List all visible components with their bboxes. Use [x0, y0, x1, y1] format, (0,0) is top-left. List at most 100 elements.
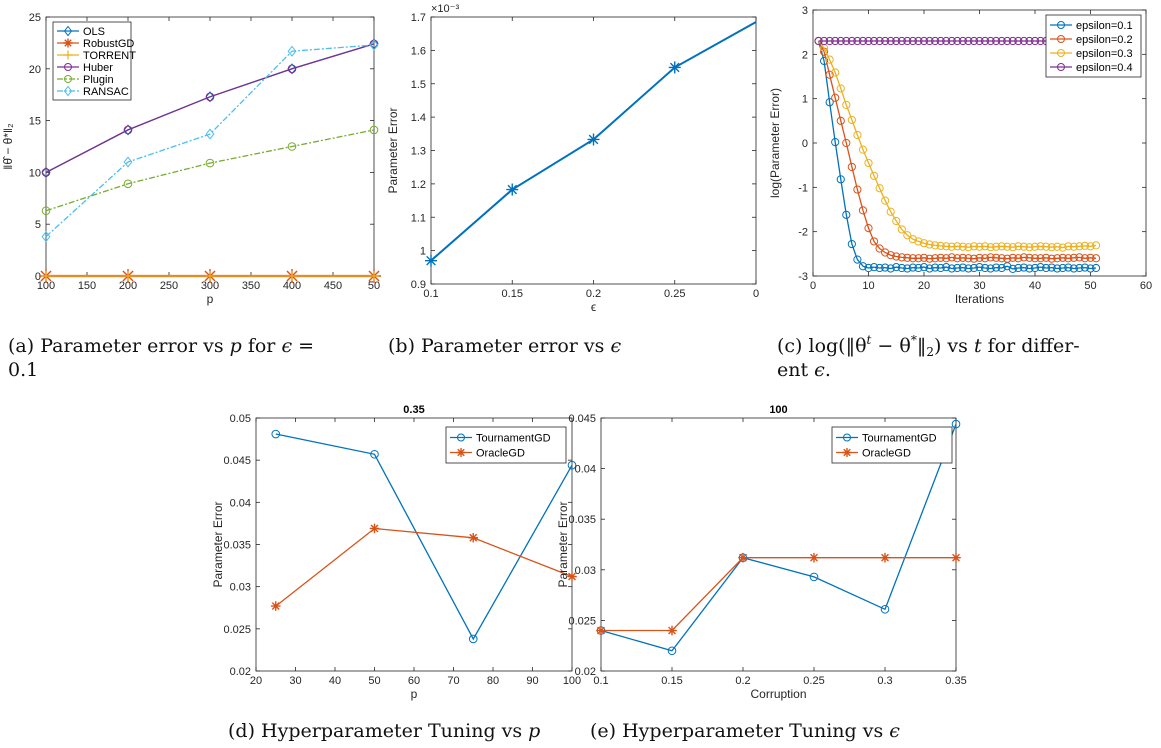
x-tick-label: 0.25 — [803, 675, 824, 687]
data-point — [41, 168, 51, 177]
y-tick-label: 0.025 — [223, 624, 251, 636]
x-axis-label: Corruption — [750, 687, 806, 701]
caption-a-eps: ϵ — [281, 335, 292, 357]
data-point — [864, 224, 873, 233]
data-point — [951, 419, 961, 429]
data-point — [1019, 36, 1029, 46]
series-epsilon-0-1 — [814, 36, 1101, 274]
data-point — [864, 158, 873, 168]
data-point — [964, 243, 973, 252]
data-point — [1075, 263, 1084, 273]
series-oraclegd — [270, 523, 577, 611]
data-point — [925, 36, 934, 46]
data-point — [897, 225, 906, 234]
data-point — [886, 264, 895, 273]
data-point — [880, 604, 890, 614]
y-tick-label: 5 — [35, 219, 41, 231]
y-tick-label: -3 — [798, 271, 808, 283]
series-line — [275, 527, 573, 607]
legend-label: epsilon=0.3 — [1076, 48, 1133, 60]
x-tick-label: 0.15 — [502, 288, 523, 300]
data-point — [1014, 263, 1023, 273]
data-point — [1036, 254, 1045, 263]
legend-label: RANSAC — [83, 86, 129, 98]
caption-e-var: ϵ — [889, 720, 900, 742]
x-tick-label: 10 — [862, 280, 874, 292]
data-point — [969, 242, 979, 251]
data-point — [270, 601, 281, 611]
legend-marker — [457, 433, 465, 442]
data-point — [1086, 242, 1095, 251]
legend-label: epsilon=0.2 — [1076, 34, 1133, 46]
data-point — [814, 36, 823, 46]
legend-marker — [1057, 63, 1065, 71]
legend-marker — [63, 85, 73, 97]
data-point — [892, 252, 901, 261]
y-tick-label: 0.035 — [223, 540, 251, 552]
data-point — [869, 263, 879, 272]
data-point — [1064, 242, 1073, 251]
data-point — [953, 36, 962, 46]
chart-d: 20 30 40 50 60 70 80 90 100 0.02 0.025 0.03 0.035 0.0… — [211, 404, 581, 701]
data-point — [997, 254, 1006, 263]
data-point — [881, 36, 890, 46]
data-point — [908, 254, 918, 263]
y-tick-label: 0.05 — [230, 413, 251, 425]
y-tick-label: 1 — [802, 94, 808, 106]
data-point — [825, 55, 834, 64]
data-point — [809, 552, 819, 563]
data-point — [1069, 242, 1078, 251]
data-point — [1053, 264, 1062, 273]
y-tick-label: 3 — [802, 5, 808, 17]
data-point — [986, 243, 995, 252]
y-tick-label: 1.7 — [411, 12, 426, 24]
data-point — [1069, 253, 1078, 262]
y-tick-label: -1 — [798, 182, 808, 194]
y-tick-label: -2 — [798, 227, 808, 239]
chart-c: 0 10 20 30 40 50 60 -3 -2 -1 0 1 2 3 Iterations log(Par… — [768, 5, 1152, 306]
caption-a-line1: (a) Parameter error vs — [8, 335, 230, 357]
data-point — [825, 98, 834, 107]
series-ransac — [41, 39, 379, 243]
data-point — [1036, 242, 1045, 251]
y-tick-label: 1.4 — [411, 112, 426, 124]
series-line — [275, 433, 573, 641]
data-point — [369, 125, 379, 135]
data-point — [369, 523, 380, 534]
data-point — [886, 207, 895, 216]
data-point — [953, 242, 962, 251]
legend-marker — [64, 63, 72, 71]
caption-c-t: t — [974, 335, 982, 357]
data-point — [1003, 242, 1012, 251]
legend-label: OracleGD — [862, 448, 911, 460]
data-point — [205, 158, 215, 168]
legend-label: OLS — [83, 26, 105, 38]
data-point — [831, 68, 840, 77]
data-point — [1091, 263, 1101, 273]
data-point — [992, 36, 1001, 46]
series-line — [45, 43, 375, 173]
data-point — [997, 242, 1006, 251]
data-point — [1003, 36, 1012, 46]
data-point — [123, 156, 133, 168]
x-tick-label: 20 — [918, 280, 930, 292]
data-point — [1069, 264, 1078, 273]
data-point — [1053, 254, 1062, 263]
y-tick-label: 0.045 — [223, 455, 251, 467]
data-point — [738, 552, 748, 563]
data-point — [836, 116, 845, 125]
data-point — [914, 237, 923, 246]
data-point — [41, 231, 51, 243]
y-tick-label: 0.04 — [230, 497, 251, 509]
plots-layer: 100 150 200 250 300 350 400 450 500510152025p‖θ̂… — [1, 3, 1152, 701]
data-point — [1014, 242, 1023, 251]
caption-c-sub: 2 — [926, 345, 934, 359]
data-point — [825, 36, 834, 46]
svg-text:(d) Hyperparameter Tuning vs p: (d) Hyperparameter Tuning vs p — [228, 720, 540, 742]
y-tick-label: 20 — [29, 64, 41, 76]
data-point — [41, 206, 51, 216]
y-tick-label: 2 — [802, 49, 808, 61]
data-point — [980, 36, 990, 46]
caption-c-tail: ‖ — [917, 335, 927, 357]
chart-e: 0.1 0.15 0.2 0.25 0.3 0.35 0.02 0.025 0.03 0.035 0… — [556, 404, 967, 701]
